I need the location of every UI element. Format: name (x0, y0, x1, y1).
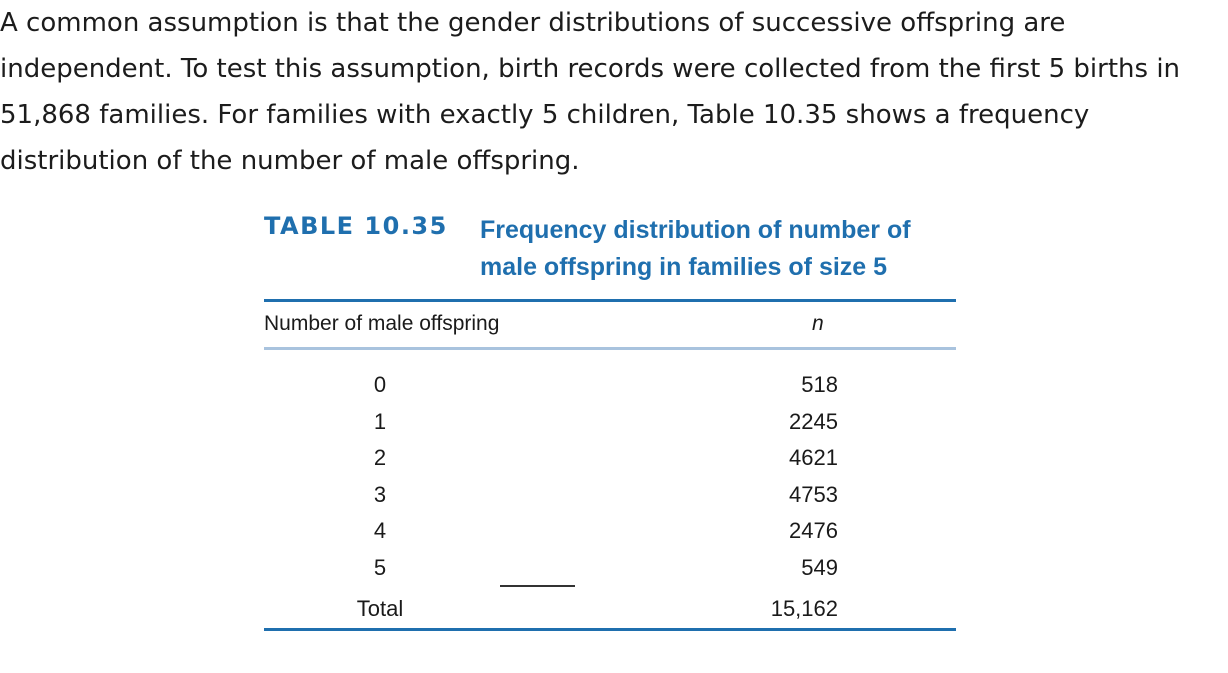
table-title-line: Frequency distribution of number of (480, 216, 911, 244)
table-number: TABLE 10.35 (264, 212, 448, 240)
row-value: 4621 (789, 445, 838, 470)
total-value: 15,162 (770, 596, 838, 621)
row-label: 2 (373, 445, 387, 470)
intro-line: distribution of the number of male offsp… (0, 146, 580, 176)
table-row: 4 2476 (264, 512, 956, 549)
row-value: 2476 (789, 518, 838, 543)
table-row: 1 2245 (264, 403, 956, 440)
column-header-male-offspring: Number of male offspring (264, 312, 500, 335)
intro-line: 51,868 families. For families with exact… (0, 100, 1090, 130)
table-body: 0 518 1 2245 2 4621 3 4753 4 2476 5 549 (264, 366, 956, 585)
table-row: 5 549 (264, 549, 956, 586)
row-value: 4753 (789, 481, 838, 507)
table-total-row: Total 15,162 (264, 590, 956, 622)
row-label: 3 (373, 481, 387, 507)
row-value: 518 (801, 372, 838, 397)
sum-rule (500, 585, 575, 587)
table-header-rule (264, 347, 956, 350)
table-row: 0 518 (264, 366, 956, 403)
table-bottom-rule (264, 628, 956, 631)
table-title: Frequency distribution of number of male… (480, 212, 911, 286)
table-title-line: male offspring in families of size 5 (480, 253, 888, 281)
table-row: 3 4753 (264, 476, 956, 513)
column-header-n: n (812, 312, 824, 335)
row-label: 4 (373, 518, 387, 543)
row-value: 2245 (789, 408, 838, 434)
intro-line: A common assumption is that the gender d… (0, 8, 1066, 38)
intro-paragraph: A common assumption is that the gender d… (0, 0, 1222, 184)
intro-line: independent. To test this assumption, bi… (0, 54, 1181, 84)
row-label: 5 (373, 554, 387, 580)
table-top-rule (264, 299, 956, 302)
row-value: 549 (801, 554, 838, 580)
total-label: Total (356, 596, 404, 621)
table-row: 2 4621 (264, 439, 956, 476)
row-label: 0 (373, 372, 387, 397)
row-label: 1 (373, 408, 387, 434)
